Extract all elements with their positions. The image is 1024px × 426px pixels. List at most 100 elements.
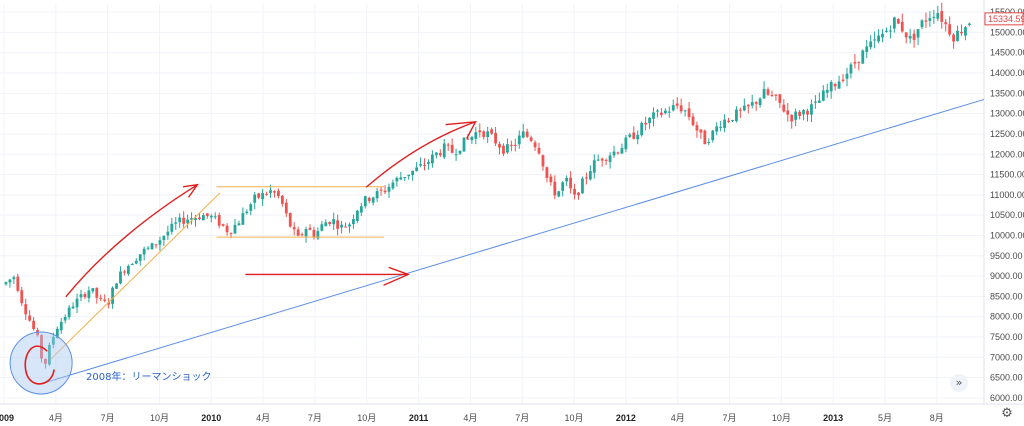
x-tick-label: 7月: [723, 413, 737, 423]
candle-body: [723, 119, 726, 128]
x-tick-label: 7月: [101, 413, 115, 423]
price-axis: 6000.00 6500.00 7000.00 7500.00 8000.00 8500.…: [990, 7, 1024, 403]
candle-body: [691, 116, 695, 126]
y-tick-label: 9500.00: [990, 251, 1023, 261]
x-tick-label: 2012: [616, 413, 636, 423]
candle-body: [695, 125, 699, 131]
x-tick-label: 4月: [256, 413, 270, 423]
settings-gear-icon[interactable]: ⚙: [1001, 406, 1013, 421]
candle-body: [498, 143, 501, 148]
candle-body: [363, 196, 367, 207]
candle-body: [312, 229, 316, 238]
candle-body: [581, 178, 584, 194]
candle-body: [798, 111, 802, 117]
x-tick-label: 10月: [565, 413, 584, 423]
y-tick-label: 15500.00: [990, 7, 1024, 17]
candle-body: [32, 320, 36, 330]
candle-body: [600, 158, 604, 161]
candle-body: [908, 35, 912, 39]
candle-body: [48, 344, 51, 365]
candle-body: [766, 89, 770, 95]
candle-body: [802, 110, 805, 115]
candle-body: [454, 154, 458, 156]
candle-body: [324, 222, 328, 227]
candle-body: [336, 220, 340, 229]
y-tick-label: 11500.00: [990, 170, 1024, 180]
candle-body: [932, 16, 936, 18]
y-tick-label: 13000.00: [990, 109, 1024, 119]
candle-body: [703, 130, 707, 145]
candle-body: [482, 131, 486, 138]
candle-body: [458, 150, 462, 154]
candle-body: [450, 144, 454, 153]
candle-body: [660, 112, 663, 115]
candle-body: [541, 155, 545, 167]
bottom-marker-loop: [24, 345, 55, 385]
candle-body: [111, 287, 114, 304]
candle-body: [545, 167, 549, 178]
x-tick-label: 5月: [878, 413, 892, 423]
candle-body: [770, 94, 774, 96]
candle-body: [490, 129, 494, 134]
candle-body: [829, 82, 833, 92]
candle-body: [442, 143, 446, 158]
candle-body: [190, 218, 193, 220]
candle-body: [178, 217, 182, 223]
candle-body: [466, 138, 470, 140]
candle-body: [288, 213, 292, 227]
candle-body: [478, 130, 482, 133]
candle-body: [687, 108, 691, 118]
candle-body: [162, 236, 166, 241]
candle-body: [731, 120, 734, 122]
candle-body: [920, 20, 924, 28]
candle-body: [75, 298, 79, 308]
candle-body: [103, 299, 107, 301]
candle-body: [790, 114, 794, 122]
candle-body: [683, 110, 687, 112]
candle-body: [857, 61, 861, 63]
candle-body: [209, 215, 213, 218]
x-tick-label: 4月: [463, 413, 477, 423]
y-tick-label: 6000.00: [990, 393, 1023, 403]
candle-body: [174, 222, 178, 224]
candle-body: [837, 81, 841, 89]
x-tick-label: 2009: [0, 413, 14, 423]
candle-body: [644, 122, 648, 125]
scroll-to-latest-icon[interactable]: »: [950, 374, 968, 392]
candle-body: [284, 202, 288, 214]
candle-body: [533, 142, 537, 148]
candle-body: [391, 182, 395, 189]
price-tag-label: 15334.59: [988, 14, 1024, 24]
candle-body: [612, 151, 616, 156]
y-tick-label: 12500.00: [990, 129, 1024, 139]
lehman-annotation: 2008年：リーマンショック: [86, 370, 211, 383]
candle-body: [486, 131, 490, 138]
x-tick-label: 4月: [49, 413, 63, 423]
x-tick-label: 10月: [357, 413, 376, 423]
candle-body: [640, 122, 644, 136]
candle-body: [608, 155, 612, 162]
candle-body: [71, 306, 75, 309]
candle-body: [269, 190, 272, 193]
candle-body: [423, 164, 426, 166]
x-tick-label: 7月: [515, 413, 529, 423]
candle-body: [273, 191, 276, 193]
candle-body: [44, 358, 47, 364]
candle-body: [217, 215, 221, 226]
candle-body: [407, 174, 411, 177]
candle-body: [845, 73, 849, 79]
candle-body: [900, 21, 904, 32]
candle-body: [308, 227, 312, 230]
candle-body: [371, 197, 375, 203]
candle-body: [604, 159, 608, 161]
candle-body: [201, 215, 205, 221]
grid-lines: [0, 0, 1024, 405]
candle-body: [746, 104, 750, 107]
candle-body: [154, 244, 158, 246]
candle-body: [885, 30, 888, 32]
candle-body: [833, 83, 837, 87]
y-tick-label: 12000.00: [990, 149, 1024, 159]
candle-body: [411, 170, 415, 176]
candle-body: [434, 152, 438, 156]
